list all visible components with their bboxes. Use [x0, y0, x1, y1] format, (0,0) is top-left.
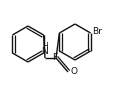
Text: N: N — [41, 47, 48, 56]
Text: O: O — [70, 66, 77, 75]
Text: F: F — [52, 53, 57, 62]
Text: Br: Br — [92, 28, 102, 36]
Text: H: H — [42, 42, 47, 51]
